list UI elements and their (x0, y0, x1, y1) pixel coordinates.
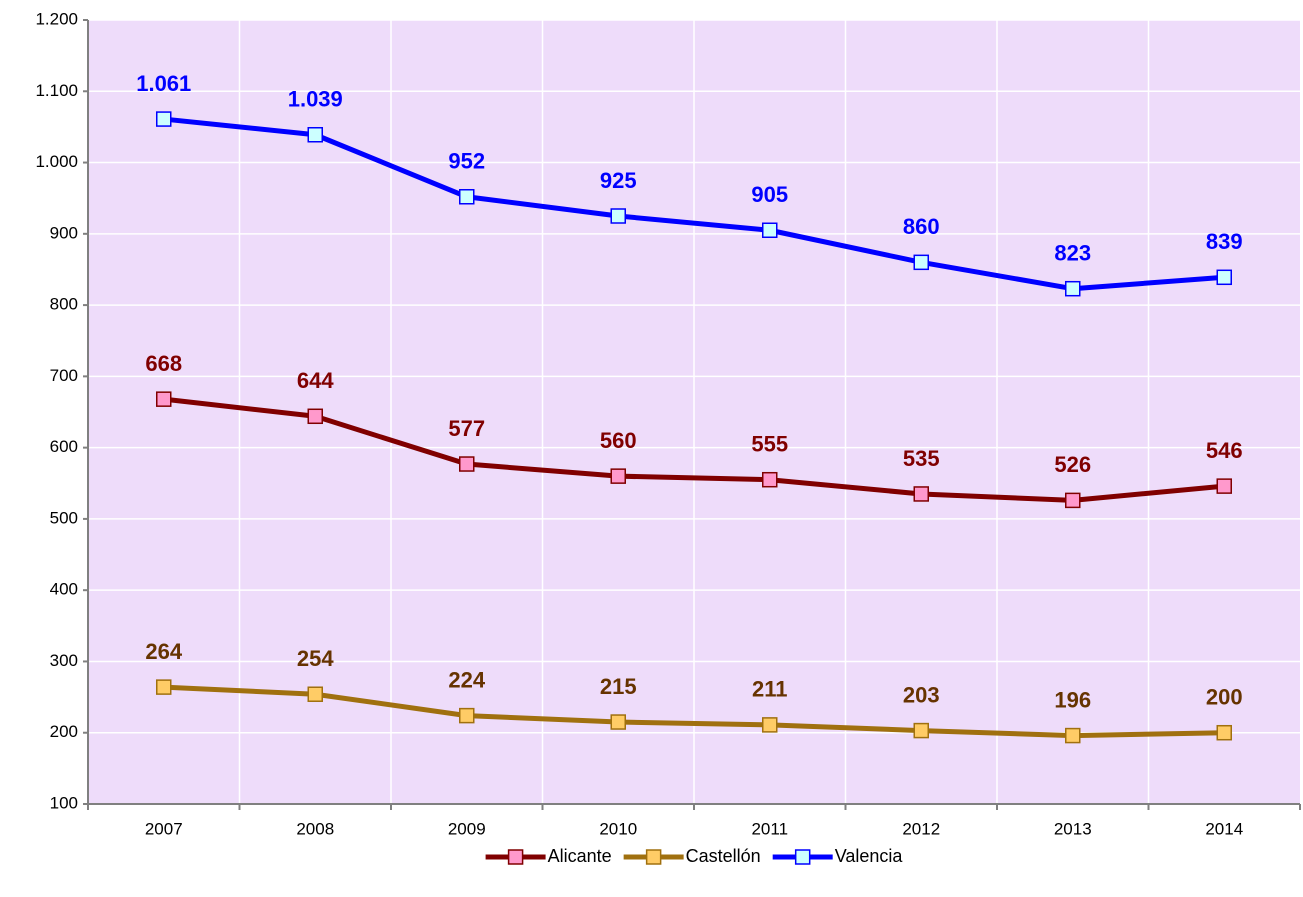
x-tick-label: 2014 (1205, 819, 1243, 838)
value-label: 203 (903, 682, 940, 707)
x-tick-label: 2011 (751, 819, 788, 838)
marker (1065, 280, 1081, 297)
marker (459, 189, 475, 205)
marker (1216, 269, 1232, 286)
marker (307, 126, 323, 143)
value-label: 211 (752, 677, 788, 702)
value-label: 925 (600, 168, 637, 193)
y-tick-label: 100 (50, 793, 78, 812)
y-tick-label: 200 (50, 722, 78, 741)
value-label: 535 (903, 446, 940, 471)
value-label: 952 (448, 149, 485, 174)
value-label: 546 (1206, 438, 1243, 463)
x-tick-label: 2009 (448, 819, 486, 838)
y-tick-label: 1.100 (35, 81, 78, 100)
y-tick-label: 300 (50, 651, 78, 670)
y-tick-label: 600 (50, 437, 78, 456)
value-label: 577 (448, 416, 485, 441)
marker (762, 222, 778, 239)
series-line (163, 684, 1225, 739)
value-label: 224 (448, 667, 485, 692)
x-tick-label: 2007 (145, 819, 183, 838)
x-tick-label: 2013 (1054, 819, 1092, 838)
y-tick-label: 900 (50, 223, 78, 242)
legend-marker (645, 849, 662, 865)
marker (459, 707, 475, 724)
marker (913, 486, 929, 502)
marker (913, 722, 929, 739)
marker (610, 468, 626, 484)
legend-label: Valencia (835, 846, 904, 866)
value-label: 526 (1054, 452, 1091, 477)
value-label: 1.039 (288, 87, 343, 112)
value-label: 215 (600, 674, 637, 699)
value-label: 196 (1054, 687, 1091, 712)
value-label: 644 (297, 368, 334, 393)
marker (156, 111, 172, 127)
marker (762, 717, 778, 733)
marker (156, 679, 172, 695)
value-label: 839 (1206, 229, 1243, 254)
legend-marker (794, 849, 811, 865)
x-tick-label: 2010 (599, 819, 637, 838)
legend-label: Castellón (686, 846, 761, 866)
x-tick-label: 2008 (296, 819, 334, 838)
value-label: 668 (145, 351, 182, 376)
value-label: 823 (1054, 241, 1091, 266)
series-line (163, 116, 1225, 292)
marker (1216, 478, 1232, 494)
marker (762, 471, 778, 488)
legend: Alicante Castellón Valencia (485, 846, 904, 866)
value-label: 254 (297, 646, 334, 671)
series-line (163, 396, 1225, 503)
marker (610, 208, 626, 224)
value-label: 860 (903, 214, 940, 239)
value-label: 555 (751, 432, 788, 457)
legend-label: Alicante (548, 846, 612, 866)
y-tick-label: 400 (50, 580, 78, 599)
marker (1065, 492, 1081, 509)
y-tick-label: 1.200 (35, 9, 78, 28)
marker (913, 254, 929, 271)
marker (307, 686, 323, 702)
marker (610, 714, 626, 730)
value-label: 1.061 (136, 71, 191, 96)
value-label: 200 (1206, 685, 1243, 710)
marker (156, 391, 172, 407)
x-tick-label: 2012 (902, 819, 940, 838)
value-label: 264 (145, 639, 182, 664)
marker (1216, 724, 1232, 741)
marker (459, 456, 475, 472)
marker (1065, 727, 1081, 744)
value-label: 560 (600, 428, 637, 453)
y-tick-label: 1.000 (35, 152, 78, 171)
y-tick-label: 500 (50, 508, 78, 527)
value-label: 905 (751, 182, 788, 207)
y-tick-label: 700 (50, 366, 78, 385)
marker (307, 408, 323, 425)
legend-marker (507, 849, 524, 865)
y-tick-label: 800 (50, 295, 78, 314)
